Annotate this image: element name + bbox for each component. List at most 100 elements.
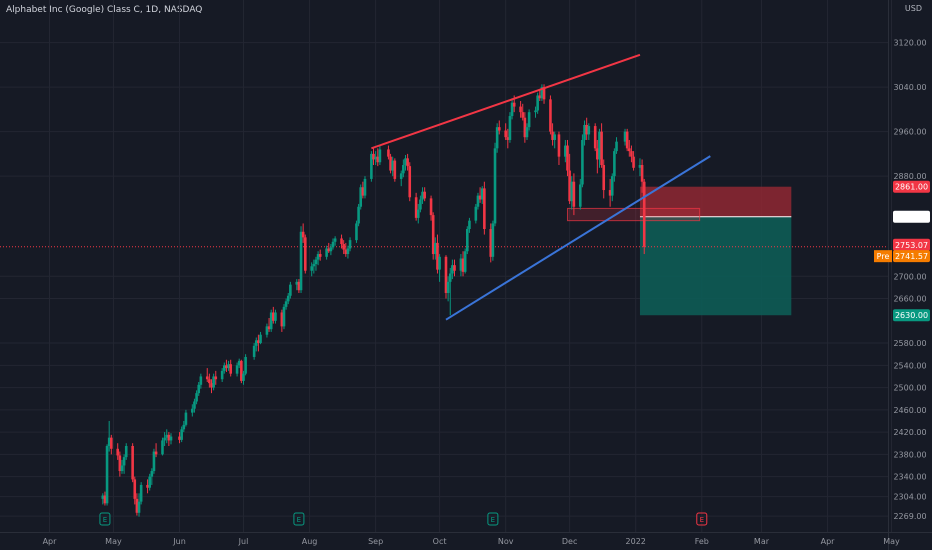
candle xyxy=(587,123,591,140)
candle xyxy=(387,145,390,160)
x-tick-label: Sep xyxy=(368,537,383,546)
candle xyxy=(272,306,275,324)
candle-body xyxy=(564,145,567,157)
candle-body xyxy=(570,181,574,202)
candle xyxy=(419,195,422,213)
candle-body xyxy=(402,165,405,174)
x-tick-label: Feb xyxy=(695,537,709,546)
candle-body xyxy=(359,187,363,207)
candle-body xyxy=(434,242,437,255)
candle-body xyxy=(180,429,183,440)
candle-body xyxy=(389,156,392,171)
y-tick-label: 2420.00 xyxy=(893,428,926,437)
candle-body xyxy=(483,188,486,229)
candle xyxy=(504,123,507,140)
candle-body xyxy=(289,284,292,296)
candle xyxy=(434,237,437,260)
candle-body xyxy=(340,238,343,245)
candle-body xyxy=(103,495,107,504)
x-tick-label: Oct xyxy=(433,537,447,546)
price-tag: 2861.00 xyxy=(893,180,930,193)
candle-body xyxy=(598,131,601,160)
x-tick-label: Jul xyxy=(238,537,249,546)
candle xyxy=(205,368,209,383)
candle xyxy=(416,203,420,224)
candle xyxy=(116,443,120,460)
candle xyxy=(359,184,363,210)
pre-market-label: Pre xyxy=(877,252,890,261)
candle xyxy=(436,234,439,274)
candle xyxy=(466,226,469,255)
candle xyxy=(376,148,380,167)
candle xyxy=(280,309,284,332)
candle-body xyxy=(116,448,120,456)
earnings-marker-label: E xyxy=(491,516,495,524)
candle xyxy=(372,148,375,166)
candle xyxy=(242,370,245,385)
candle xyxy=(122,454,126,474)
candle xyxy=(101,493,105,505)
candle xyxy=(423,187,426,202)
y-tick-label: 3120.00 xyxy=(893,39,926,48)
candle-body xyxy=(463,251,467,272)
candle xyxy=(642,178,646,255)
candle xyxy=(195,390,198,405)
candle-body xyxy=(615,141,618,152)
candle-body xyxy=(297,281,301,291)
candle xyxy=(536,92,539,114)
candle xyxy=(331,238,335,250)
candle-body xyxy=(265,326,269,335)
candle-body xyxy=(453,265,456,271)
candle xyxy=(438,254,441,282)
candle-body xyxy=(220,370,224,380)
candle-body xyxy=(212,376,215,388)
candle xyxy=(551,123,554,146)
earnings-marker xyxy=(293,512,305,526)
y-tick-label: 2304.00 xyxy=(893,493,926,502)
candle-body xyxy=(191,408,194,413)
candle-body xyxy=(600,131,603,166)
candle-body xyxy=(446,281,450,293)
candle xyxy=(557,131,561,166)
price-tag: 2753.07 xyxy=(893,238,930,251)
candle xyxy=(161,437,164,456)
candle xyxy=(585,117,588,140)
candle xyxy=(124,443,128,460)
candle xyxy=(107,420,111,452)
candle-body xyxy=(137,501,141,513)
candle xyxy=(299,226,303,293)
candle xyxy=(568,153,571,204)
x-tick-label: Dec xyxy=(562,537,577,546)
candle xyxy=(222,362,226,374)
candle xyxy=(165,429,169,444)
candle xyxy=(581,134,584,188)
candle xyxy=(355,220,358,243)
price-tag-label: 2753.07 xyxy=(895,241,928,250)
candle-body xyxy=(578,184,582,207)
candle-body xyxy=(182,424,186,430)
candle xyxy=(346,245,350,259)
candle xyxy=(610,173,614,202)
candle-body xyxy=(370,153,373,179)
candle xyxy=(150,468,154,485)
candle-body xyxy=(361,187,365,196)
candle-body xyxy=(391,160,394,171)
candle xyxy=(523,112,527,143)
candle xyxy=(625,128,629,152)
candle xyxy=(399,170,403,187)
candle xyxy=(638,158,642,177)
candle-body xyxy=(536,95,539,111)
candle xyxy=(329,244,333,256)
earnings-marker-label: E xyxy=(297,516,301,524)
candle-body xyxy=(344,249,348,255)
candle-body xyxy=(146,484,149,488)
candle xyxy=(184,409,188,427)
y-tick-label: 2269.00 xyxy=(893,512,926,521)
candle-body xyxy=(613,151,616,177)
candle-body xyxy=(227,364,230,369)
candle-body xyxy=(414,197,418,218)
candle xyxy=(120,459,124,474)
candle xyxy=(478,187,482,203)
